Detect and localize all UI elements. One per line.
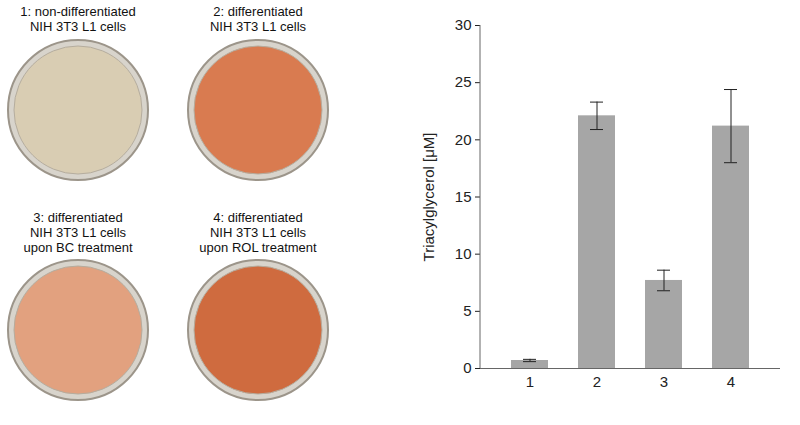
svg-text:upon BC treatment: upon BC treatment <box>23 240 133 255</box>
svg-text:25: 25 <box>455 73 472 90</box>
svg-text:15: 15 <box>455 188 472 205</box>
svg-text:10: 10 <box>455 245 472 262</box>
svg-text:3: differentiated: 3: differentiated <box>33 210 122 225</box>
svg-text:1: 1 <box>526 373 534 390</box>
svg-text:2: 2 <box>593 373 601 390</box>
svg-text:NIH 3T3 L1 cells: NIH 3T3 L1 cells <box>30 19 127 34</box>
svg-text:NIH 3T3 L1 cells: NIH 3T3 L1 cells <box>210 19 307 34</box>
svg-text:NIH 3T3 L1 cells: NIH 3T3 L1 cells <box>30 225 127 240</box>
svg-text:20: 20 <box>455 131 472 148</box>
svg-text:Triacylglycerol [μM]: Triacylglycerol [μM] <box>420 133 437 262</box>
svg-text:2: differentiated: 2: differentiated <box>213 4 302 19</box>
svg-text:1: non-differentiated: 1: non-differentiated <box>20 4 135 19</box>
svg-text:4: differentiated: 4: differentiated <box>213 210 302 225</box>
svg-text:0: 0 <box>463 359 471 376</box>
svg-text:upon ROL treatment: upon ROL treatment <box>199 240 317 255</box>
svg-text:5: 5 <box>463 302 471 319</box>
svg-text:30: 30 <box>455 16 472 33</box>
svg-text:4: 4 <box>727 373 735 390</box>
svg-text:3: 3 <box>660 373 668 390</box>
svg-text:NIH 3T3 L1 cells: NIH 3T3 L1 cells <box>210 225 307 240</box>
